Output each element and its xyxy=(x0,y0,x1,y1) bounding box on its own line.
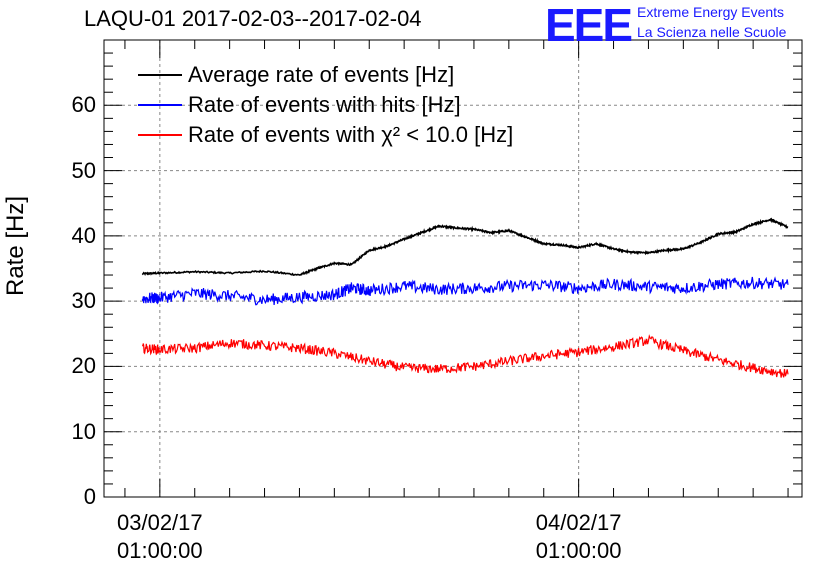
y-tick-label: 0 xyxy=(83,484,96,509)
x-tick-label: 03/02/17 01:00:00 xyxy=(90,509,230,565)
x-tick-time: 01:00:00 xyxy=(117,538,203,563)
y-tick-label: 40 xyxy=(71,222,96,248)
logo-line-1: Extreme Energy Events xyxy=(637,4,785,20)
y-tick-label: 60 xyxy=(71,92,96,118)
y-tick-label: 50 xyxy=(71,157,96,183)
legend-entry-average: Average rate of events [Hz] xyxy=(138,60,513,90)
legend-label-hits: Rate of events with hits [Hz] xyxy=(188,92,461,117)
legend-swatch-chi2 xyxy=(138,134,182,136)
legend-swatch-hits xyxy=(138,104,182,106)
x-tick-time: 01:00:00 xyxy=(535,538,622,563)
legend-swatch-average xyxy=(138,74,182,76)
y-tick-label: 30 xyxy=(71,288,96,314)
x-tick-date: 03/02/17 xyxy=(117,510,203,535)
series-line xyxy=(141,276,789,306)
logo-line-2: La Scienza nelle Scuole xyxy=(637,24,787,40)
legend-entry-hits: Rate of events with hits [Hz] xyxy=(138,90,513,120)
x-tick-date: 04/02/17 xyxy=(535,510,622,535)
grid-lines xyxy=(104,40,802,497)
x-tick-label: 04/02/17 01:00:00 xyxy=(509,509,649,565)
series-2 xyxy=(141,334,789,378)
legend: Average rate of events [Hz] Rate of even… xyxy=(138,60,513,150)
plot-frame xyxy=(103,39,803,498)
legend-label-chi2: Rate of events with χ² < 10.0 [Hz] xyxy=(188,122,514,147)
series-0 xyxy=(141,217,789,277)
series-layer xyxy=(141,217,789,378)
axis-ticks xyxy=(104,40,802,498)
legend-label-average: Average rate of events [Hz] xyxy=(188,62,455,87)
series-1 xyxy=(141,276,789,306)
legend-entry-chi2: Rate of events with χ² < 10.0 [Hz] xyxy=(138,120,513,150)
y-tick-label: 20 xyxy=(71,353,96,379)
y-tick-label: 10 xyxy=(71,418,96,444)
series-line xyxy=(141,217,789,277)
chart-title: LAQU-01 2017-02-03--2017-02-04 xyxy=(84,6,422,31)
eee-logo-mark: EEE xyxy=(545,0,633,51)
y-axis-label: Rate [Hz] xyxy=(2,195,29,296)
series-line xyxy=(141,334,789,378)
